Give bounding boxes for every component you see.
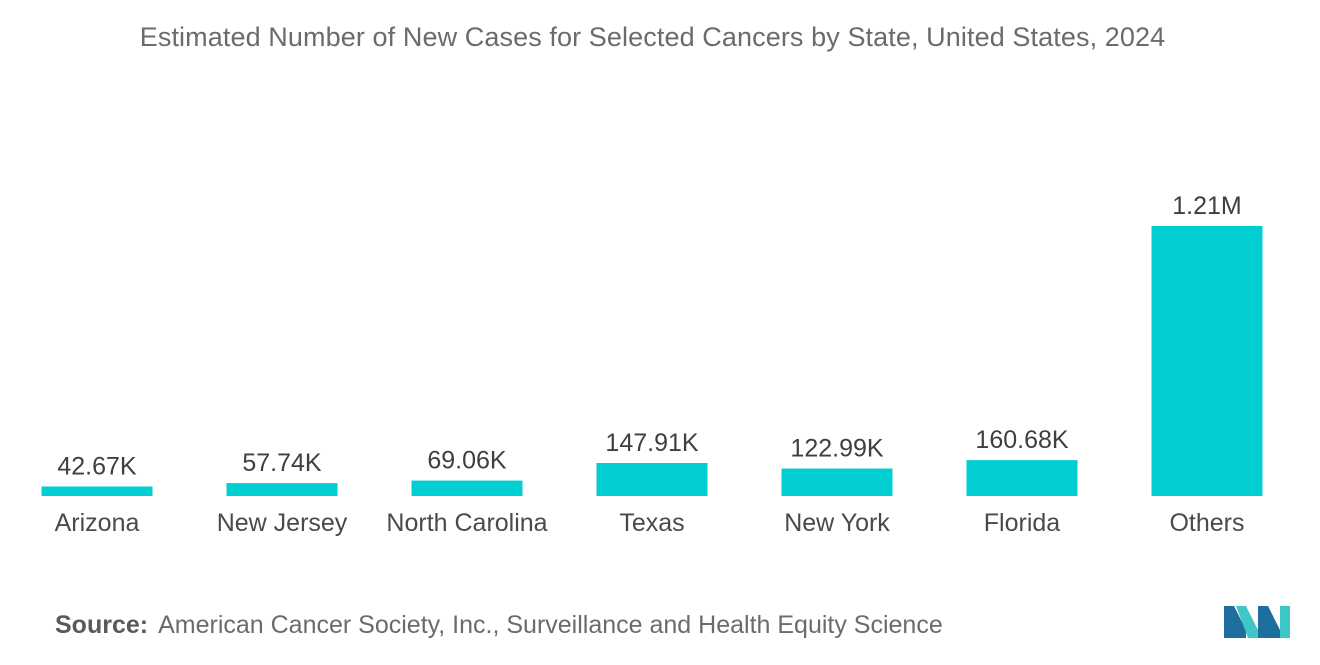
x-tick-label-texas: Texas <box>619 509 684 537</box>
chart-title: Estimated Number of New Cases for Select… <box>139 22 1166 52</box>
data-label-florida: 160.68K <box>975 426 1068 454</box>
data-label-north-carolina: 69.06K <box>427 447 507 475</box>
x-tick-label-north-carolina: North Carolina <box>386 509 547 537</box>
value-labels-layer: 42.67K 57.74K 69.06K 147.91K 122.99K 160.68K 1… <box>57 192 1241 480</box>
data-label-others: 1.21M <box>1172 192 1241 220</box>
x-tick-label-new-york: New York <box>784 509 890 537</box>
bar-north-carolina <box>411 480 523 496</box>
mordor-intelligence-logo-icon <box>1224 606 1290 638</box>
x-tick-label-others: Others <box>1169 509 1244 537</box>
bars-layer <box>41 226 1263 496</box>
data-label-texas: 147.91K <box>605 429 698 457</box>
bar-florida <box>966 460 1078 496</box>
bar-chart: 42.67K 57.74K 69.06K 147.91K 122.99K 160.68K 1… <box>41 192 1263 537</box>
bar-arizona <box>41 486 153 496</box>
bar-new-york <box>781 468 893 496</box>
source-text: American Cancer Society, Inc., Surveilla… <box>158 611 943 639</box>
bar-others <box>1151 226 1263 496</box>
bar-new-jersey <box>226 483 338 496</box>
source-label: Source: <box>55 611 149 639</box>
data-label-new-jersey: 57.74K <box>242 449 322 477</box>
data-label-arizona: 42.67K <box>57 452 137 480</box>
bar-texas <box>596 462 708 496</box>
x-tick-label-florida: Florida <box>984 509 1061 537</box>
x-tick-label-arizona: Arizona <box>55 509 140 537</box>
source-note: Source: American Cancer Society, Inc., Su… <box>55 611 943 640</box>
tick-labels-layer: Arizona New Jersey North Carolina Texas New … <box>55 509 1245 537</box>
data-label-new-york: 122.99K <box>790 435 883 463</box>
x-tick-label-new-jersey: New Jersey <box>217 509 348 537</box>
